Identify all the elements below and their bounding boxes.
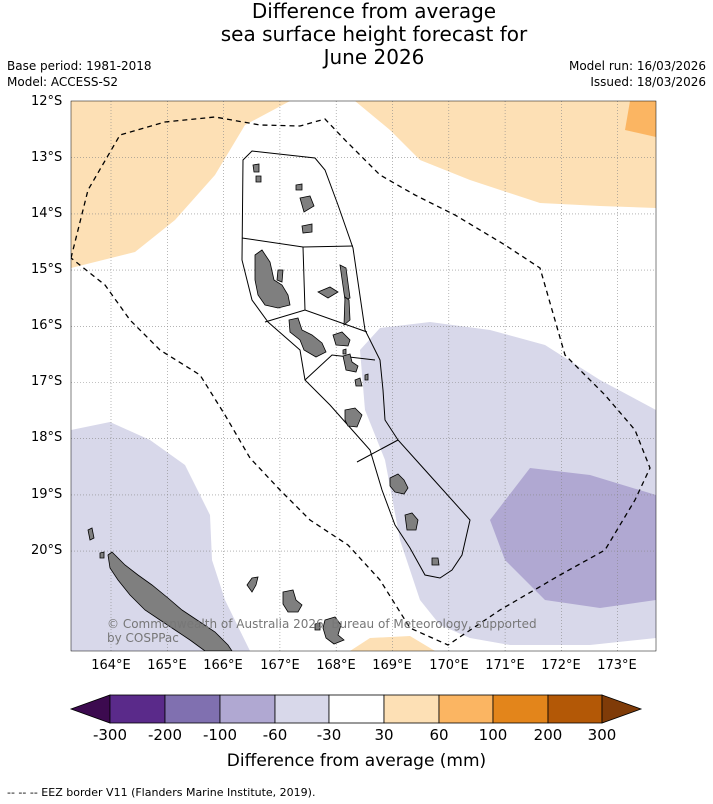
anomaly-positive-ne [355, 101, 656, 208]
title-line-3: June 2026 [323, 45, 425, 69]
colorbar-tick: -60 [262, 726, 288, 744]
colorbar-tick: 30 [374, 726, 394, 744]
anomaly-positive-ne-strong [625, 101, 656, 137]
lon-label: 167°E [260, 658, 300, 673]
colorbar-tick: 300 [587, 726, 617, 744]
lat-label: 20°S [31, 543, 63, 558]
colorbar-segment [492, 694, 549, 724]
anomaly-positive-nw [71, 101, 290, 268]
title-line-1: Difference from average [251, 0, 497, 23]
lat-label: 17°S [31, 374, 63, 389]
lat-label: 14°S [31, 206, 63, 221]
base-period: Base period: 1981-2018 [7, 59, 152, 73]
colorbar-tick: 60 [429, 726, 449, 744]
lon-label: 168°E [316, 658, 356, 673]
colorbar-segment [328, 694, 385, 724]
colorbar-title: Difference from average (mm) [226, 751, 487, 771]
colorbar-extend-min [69, 694, 111, 724]
anomaly-negative-sw [71, 422, 250, 651]
anomaly-positive-s [350, 636, 435, 651]
colorbar-segment [109, 694, 166, 724]
colorbar-segment [547, 694, 603, 724]
lon-label: 170°E [429, 658, 469, 673]
title-line-2: sea surface height forecast for [220, 22, 528, 46]
land-vanuatu [252, 163, 440, 566]
run-info: Model run: 16/03/2026 Issued: 18/03/2026 [569, 58, 706, 90]
map-title: Difference from average sea surface heig… [0, 0, 713, 69]
colorbar-segment [219, 694, 276, 724]
copyright-notice: © Commonwealth of Australia 2026, Bureau… [107, 617, 537, 645]
copyright-line-1: © Commonwealth of Australia 2026, Bureau… [107, 617, 537, 631]
colorbar-segment [383, 694, 440, 724]
colorbar-segment [438, 694, 494, 724]
lat-label: 18°S [31, 430, 63, 445]
colorbar [69, 694, 643, 724]
colorbar-segment [164, 694, 221, 724]
colorbar-tick: -300 [92, 726, 128, 744]
map-area [71, 101, 656, 651]
lat-label: 15°S [31, 262, 63, 277]
colorbar-tick: 100 [478, 726, 508, 744]
model-name: Model: ACCESS-S2 [7, 75, 119, 89]
lat-label: 12°S [31, 94, 63, 109]
colorbar-tick: -200 [147, 726, 183, 744]
colorbar-segment [274, 694, 330, 724]
province-boundaries [241, 150, 471, 579]
lat-label: 19°S [31, 487, 63, 502]
eez-legend: -- -- -- EEZ border V11 (Flanders Marine… [7, 786, 316, 799]
model-info: Base period: 1981-2018 Model: ACCESS-S2 [7, 58, 152, 90]
lon-label: 166°E [203, 658, 243, 673]
lon-label: 165°E [147, 658, 187, 673]
issued-date: Issued: 18/03/2026 [590, 75, 706, 89]
anomaly-negative-se-strong [490, 468, 656, 608]
model-run: Model run: 16/03/2026 [568, 59, 706, 73]
lon-label: 169°E [372, 658, 412, 673]
colorbar-tick: -100 [202, 726, 238, 744]
lon-label: 172°E [541, 658, 581, 673]
lon-label: 164°E [91, 658, 131, 673]
colorbar-extend-max [601, 694, 643, 724]
land-new-caledonia [87, 527, 345, 651]
eez-border [71, 116, 651, 646]
lon-label: 171°E [485, 658, 525, 673]
colorbar-tick: -30 [316, 726, 342, 744]
lat-label: 13°S [31, 150, 63, 165]
map-frame [70, 100, 657, 652]
copyright-line-2: by COSPPac [107, 631, 179, 645]
lon-label: 173°E [597, 658, 637, 673]
lat-label: 16°S [31, 318, 63, 333]
colorbar-tick: 200 [533, 726, 563, 744]
